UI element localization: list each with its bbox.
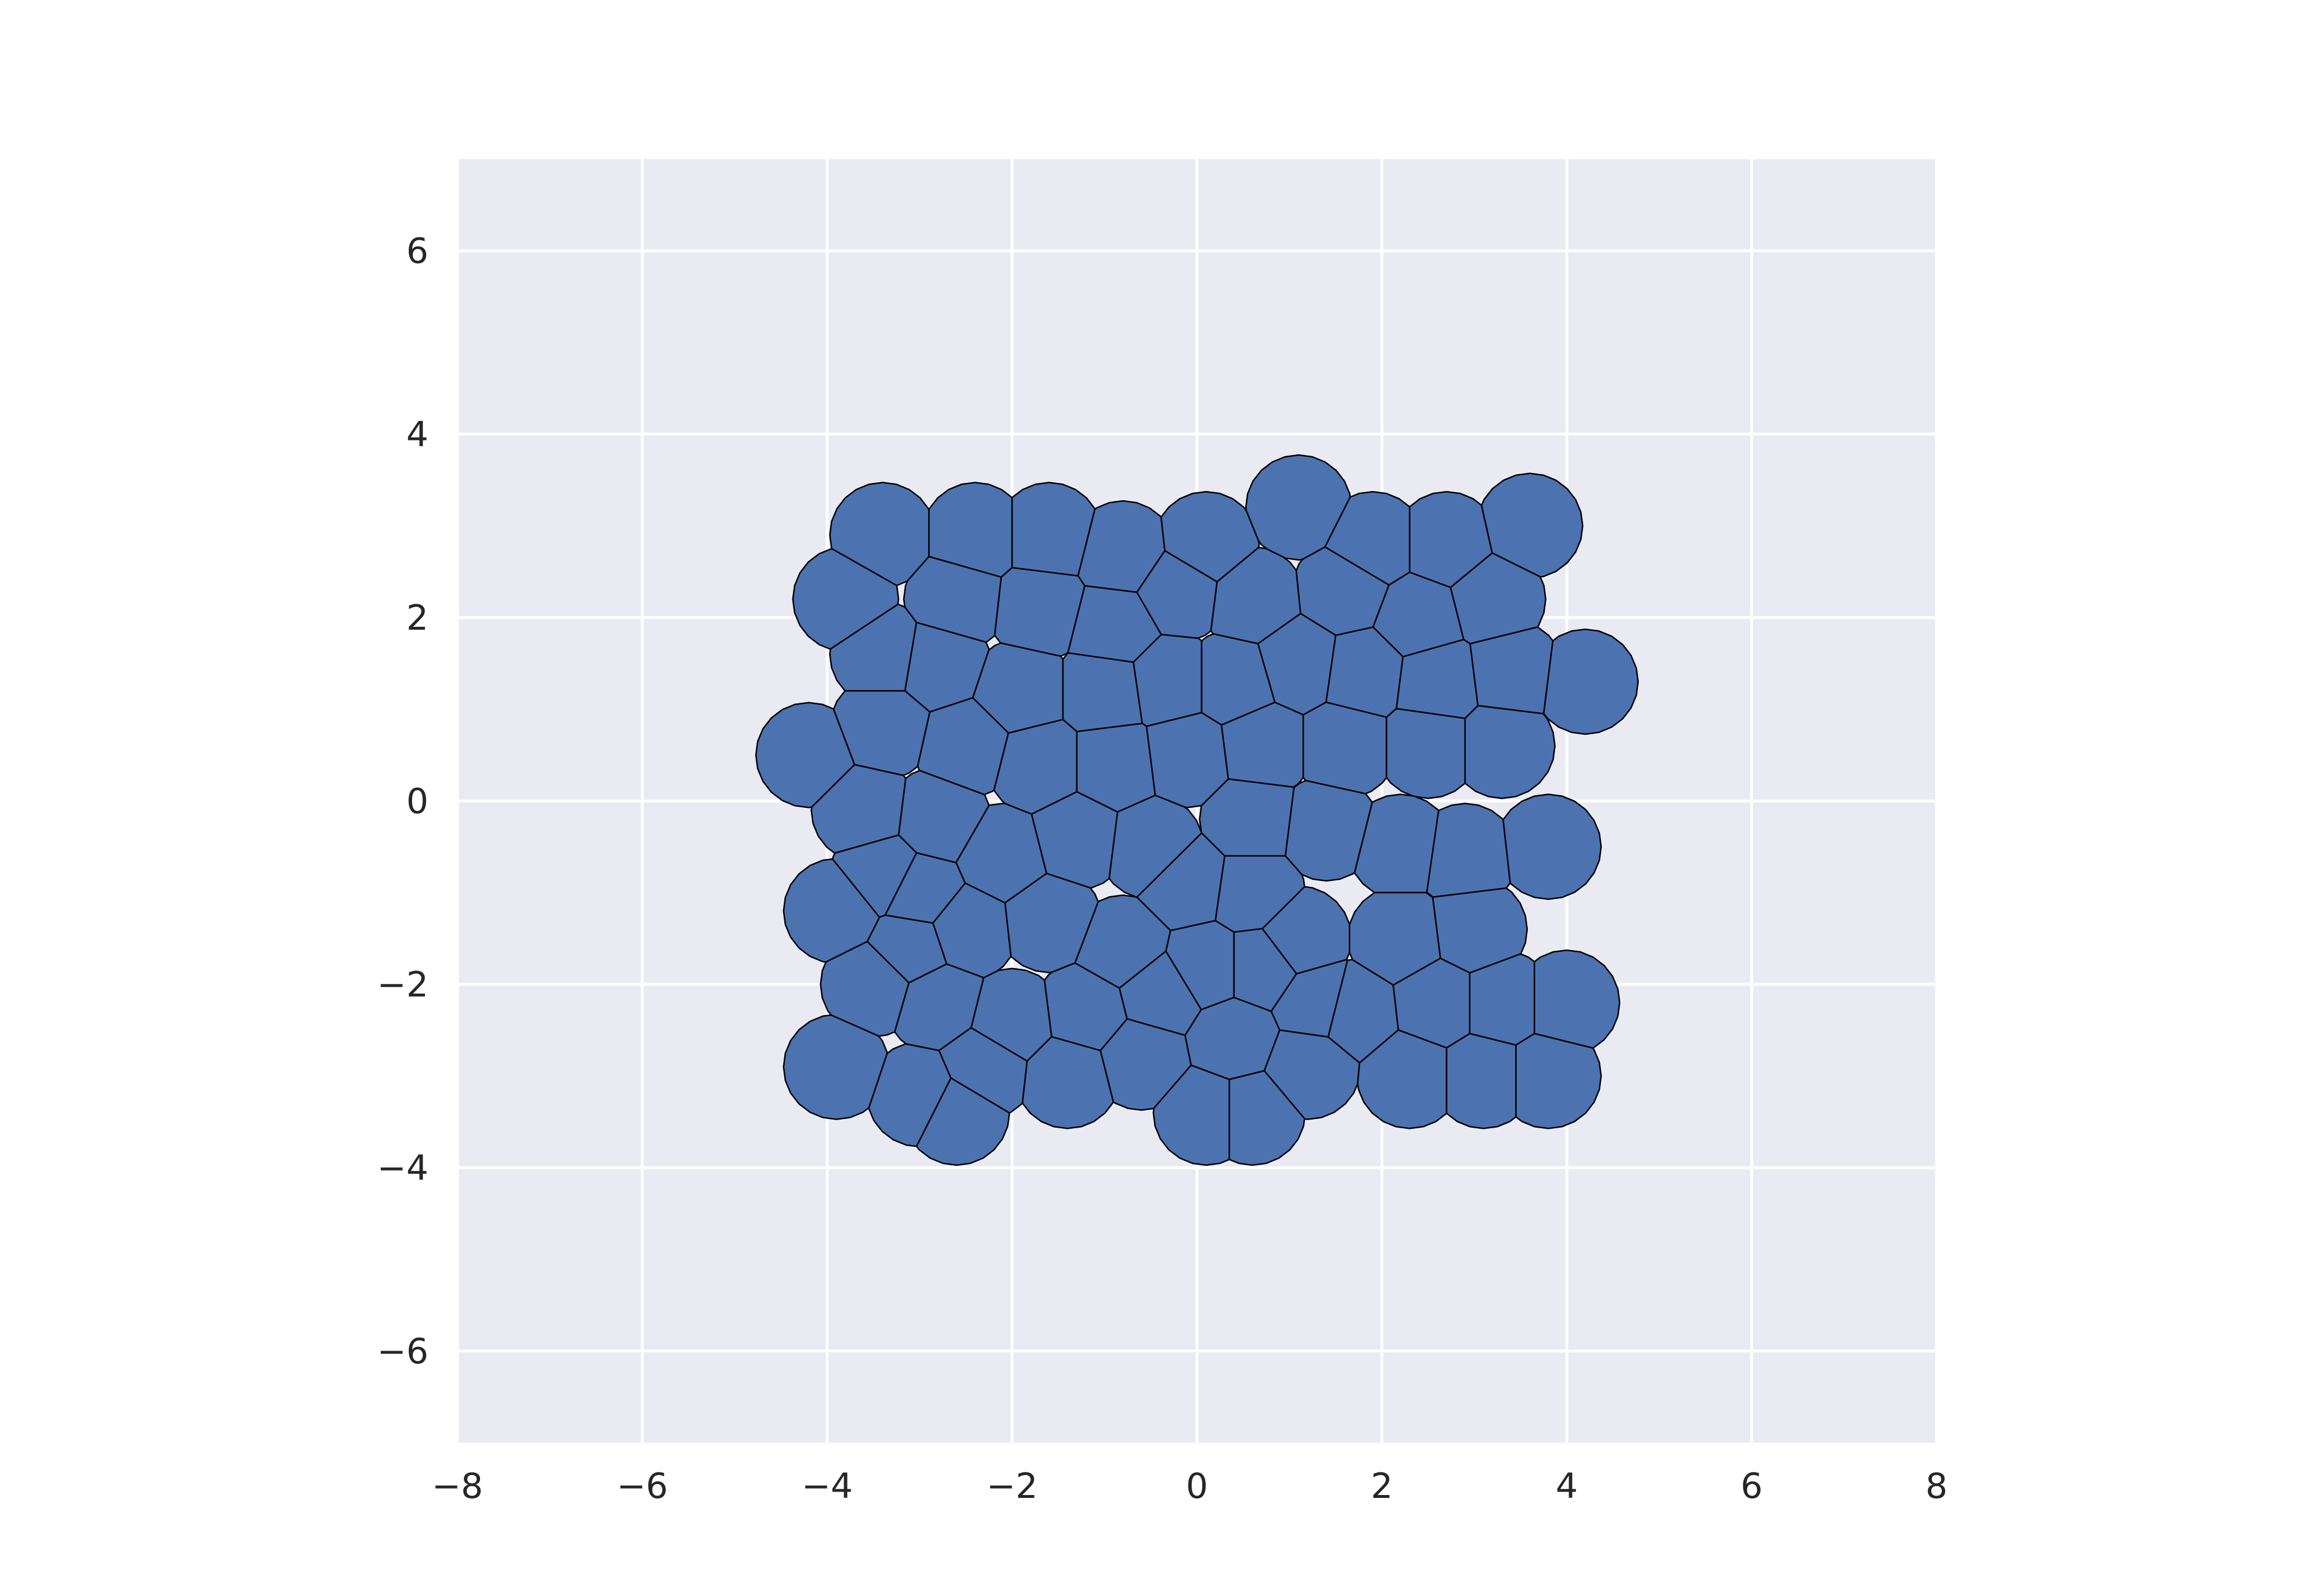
- voronoi-cell: [1534, 949, 1621, 1049]
- voronoi-cell: [792, 548, 900, 650]
- x-axis-tick-labels: −8 −6 −4 −2 0 2 4 6 8: [432, 1466, 1948, 1507]
- x-tick-label: 8: [1926, 1466, 1948, 1507]
- y-tick-label: 2: [406, 598, 428, 638]
- voronoi-cell: [1386, 707, 1466, 799]
- voronoi-cell: [1502, 793, 1602, 900]
- y-tick-label: −6: [377, 1331, 428, 1372]
- voronoi-cell: [1302, 701, 1387, 795]
- voronoi-cell: [1469, 626, 1554, 715]
- voronoi-cells: [755, 454, 1639, 1166]
- voronoi-cell: [1480, 472, 1584, 578]
- y-tick-label: −2: [377, 965, 428, 1005]
- voronoi-cell: [1062, 652, 1143, 732]
- voronoi-cell: [1357, 1029, 1448, 1129]
- voronoi-cell: [915, 1077, 1011, 1166]
- voronoi-cell: [755, 702, 856, 808]
- voronoi-cell: [1022, 1036, 1115, 1129]
- y-axis-tick-labels: −6 −4 −2 0 2 4 6: [377, 231, 428, 1372]
- voronoi-cell: [1245, 454, 1351, 561]
- voronoi-cell: [1464, 705, 1556, 799]
- voronoi-cell: [1432, 887, 1528, 974]
- voronoi-cell: [1515, 1032, 1602, 1129]
- x-tick-label: 2: [1371, 1466, 1393, 1507]
- voronoi-cell: [1445, 1032, 1517, 1129]
- x-tick-label: −6: [616, 1466, 668, 1507]
- voronoi-cell: [829, 482, 930, 587]
- y-tick-label: 0: [406, 781, 428, 822]
- x-tick-label: −4: [802, 1466, 853, 1507]
- x-tick-label: −8: [432, 1466, 483, 1507]
- y-tick-label: −4: [377, 1148, 428, 1189]
- voronoi-cell: [1426, 803, 1511, 898]
- x-tick-label: 6: [1740, 1466, 1762, 1507]
- voronoi-cell: [1152, 1064, 1230, 1166]
- x-tick-label: 0: [1186, 1466, 1208, 1507]
- x-tick-label: 4: [1556, 1466, 1578, 1507]
- voronoi-cell: [1261, 886, 1351, 975]
- y-tick-label: 6: [406, 231, 428, 272]
- voronoi-cell: [1228, 1070, 1306, 1166]
- y-tick-label: 4: [406, 414, 428, 455]
- x-tick-label: −2: [986, 1466, 1037, 1507]
- voronoi-cell: [783, 1014, 888, 1120]
- voronoi-cell: [832, 690, 931, 777]
- voronoi-cell: [1263, 1029, 1361, 1120]
